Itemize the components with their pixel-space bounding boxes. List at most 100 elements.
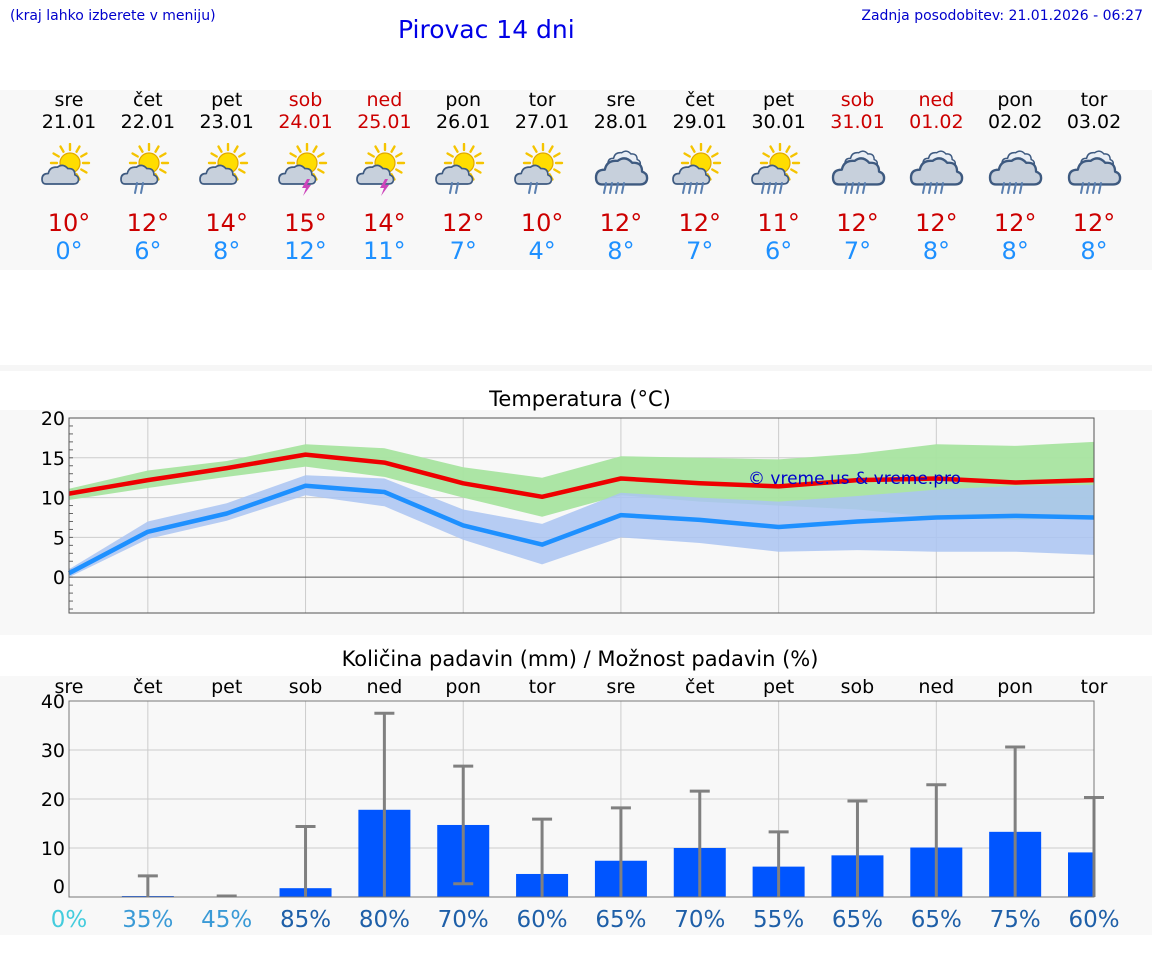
error-whisker [374, 711, 395, 897]
cloud-shape [120, 164, 159, 185]
precipitation-probability-label: 75% [990, 907, 1041, 933]
cloud-shape [277, 164, 316, 185]
cloud-shape [910, 157, 964, 186]
day-forecast: sob 24.01 15° 12° [266, 89, 346, 265]
day-forecast: sre 28.01 12° 8° [581, 89, 661, 265]
max-temperature: 10° [47, 209, 91, 237]
max-temperature: 14° [363, 209, 406, 237]
error-whisker [610, 806, 631, 897]
day-date: 03.02 [1066, 111, 1122, 133]
sun-cloud-heavy-rain-icon [671, 143, 721, 194]
rain-shape [843, 182, 866, 194]
precipitation-probability-label: 70% [674, 907, 725, 933]
cloud-shape [41, 164, 80, 185]
day-date: 21.01 [41, 111, 97, 133]
y-tick-label: 0 [53, 876, 65, 898]
x-day-label: sre [55, 676, 84, 698]
day-name: sob [288, 89, 323, 111]
x-day-label: tor [1081, 676, 1108, 698]
error-whisker [295, 824, 316, 897]
min-temperature: 6° [765, 237, 793, 265]
sun-cloud-icon [198, 143, 248, 185]
forecast-strip: sre 21.01 10° 0° čet 22.01 12° 6° pet 23.01 14° 8° s… [0, 89, 1152, 270]
cloud-shape [198, 164, 238, 185]
location-hint: (kraj lahko izberete v meniju) [10, 8, 216, 24]
x-day-label: pet [211, 676, 242, 698]
rain-shape [528, 182, 539, 194]
max-temperature: 12° [1072, 209, 1116, 237]
max-temperature-line [68, 452, 1095, 500]
sun-cloud-rain-icon [514, 143, 564, 194]
day-forecast: tor 27.01 10° 4° [502, 89, 582, 265]
cloud-rain-icon [831, 150, 885, 194]
max-temperature: 10° [520, 209, 564, 237]
x-day-label: sob [841, 676, 875, 698]
rain-shape [922, 182, 945, 194]
last-update: Zadnja posodobitev: 21.01.2026 - 06:27 [861, 8, 1143, 24]
plot-frame [68, 700, 1095, 898]
day-forecast: tor 03.02 12° 8° [1054, 89, 1134, 265]
lightning-shape [301, 179, 311, 196]
y-tick-label: 20 [41, 789, 65, 811]
max-temperature: 12° [441, 209, 485, 237]
lightning-shape [380, 179, 390, 196]
precipitation-probability-label: 70% [438, 907, 489, 933]
error-whisker [1005, 745, 1026, 897]
rain-shape [449, 182, 460, 194]
day-forecast: ned 01.02 12° 8° [896, 89, 976, 265]
rain-shape [760, 182, 783, 194]
y-tick-label: 15 [41, 448, 65, 470]
min-temperature: 4° [528, 237, 556, 265]
cloud-shape [356, 164, 395, 185]
rain-shape [1080, 182, 1103, 194]
day-name: pet [763, 89, 795, 111]
max-temperature: 15° [284, 209, 327, 237]
y-tick-label: 0 [53, 567, 65, 589]
cloud-shape [435, 164, 474, 185]
min-temperature-line [67, 483, 1095, 576]
day-date: 29.01 [672, 111, 727, 133]
day-name: tor [528, 89, 556, 111]
rain-shape [602, 182, 625, 194]
precipitation-probability-label: 65% [911, 907, 962, 933]
day-date: 01.02 [909, 111, 964, 133]
day-forecast: čet 22.01 12° 6° [108, 89, 188, 265]
day-forecast: pon 02.02 12° 8° [975, 89, 1055, 265]
sun-cloud-thunder-icon [356, 143, 406, 196]
precipitation-probability-label: 60% [1068, 907, 1119, 933]
day-date: 22.01 [120, 111, 176, 133]
max-temperature: 12° [126, 209, 170, 237]
y-tick-label: 20 [41, 408, 65, 430]
min-temperature: 8° [1001, 237, 1029, 265]
min-temperature: 0° [55, 237, 83, 265]
separator [0, 365, 1152, 371]
cloud-heavy-rain-icon [594, 150, 649, 194]
rain-shape [133, 182, 144, 194]
cloud-shape [514, 164, 553, 185]
min-temperature: 8° [922, 237, 950, 265]
precipitation-probability-label: 80% [359, 907, 410, 933]
day-date: 02.02 [987, 111, 1043, 133]
x-day-label: pet [763, 676, 794, 698]
day-name: čet [685, 89, 715, 111]
y-tick-label: 10 [41, 838, 65, 860]
day-name: tor [1080, 89, 1108, 111]
watermark-text: © vreme.us & vreme.pro [748, 469, 961, 489]
x-day-label: sre [606, 676, 635, 698]
day-name: pon [445, 89, 482, 111]
day-name: ned [366, 89, 403, 111]
x-day-label: ned [366, 676, 402, 698]
max-temperature: 12° [915, 209, 958, 237]
day-forecast: sre 21.01 10° 0° [29, 89, 109, 265]
y-tick-label: 30 [41, 740, 65, 762]
plot-frame [68, 417, 1095, 614]
min-temperature: 8° [1080, 237, 1108, 265]
max-temperature: 12° [836, 209, 879, 237]
cloud-shape [671, 164, 711, 185]
temperature-chart: 0 5 10 15 20 © vreme.us & vreme.pro [41, 408, 1095, 614]
x-day-label: pon [997, 676, 1033, 698]
cloud-shape [1067, 157, 1122, 186]
temperature-chart-title: Temperatura (°C) [489, 387, 671, 411]
day-forecast: pet 30.01 11° 6° [739, 89, 819, 265]
x-day-label: čet [685, 676, 715, 698]
